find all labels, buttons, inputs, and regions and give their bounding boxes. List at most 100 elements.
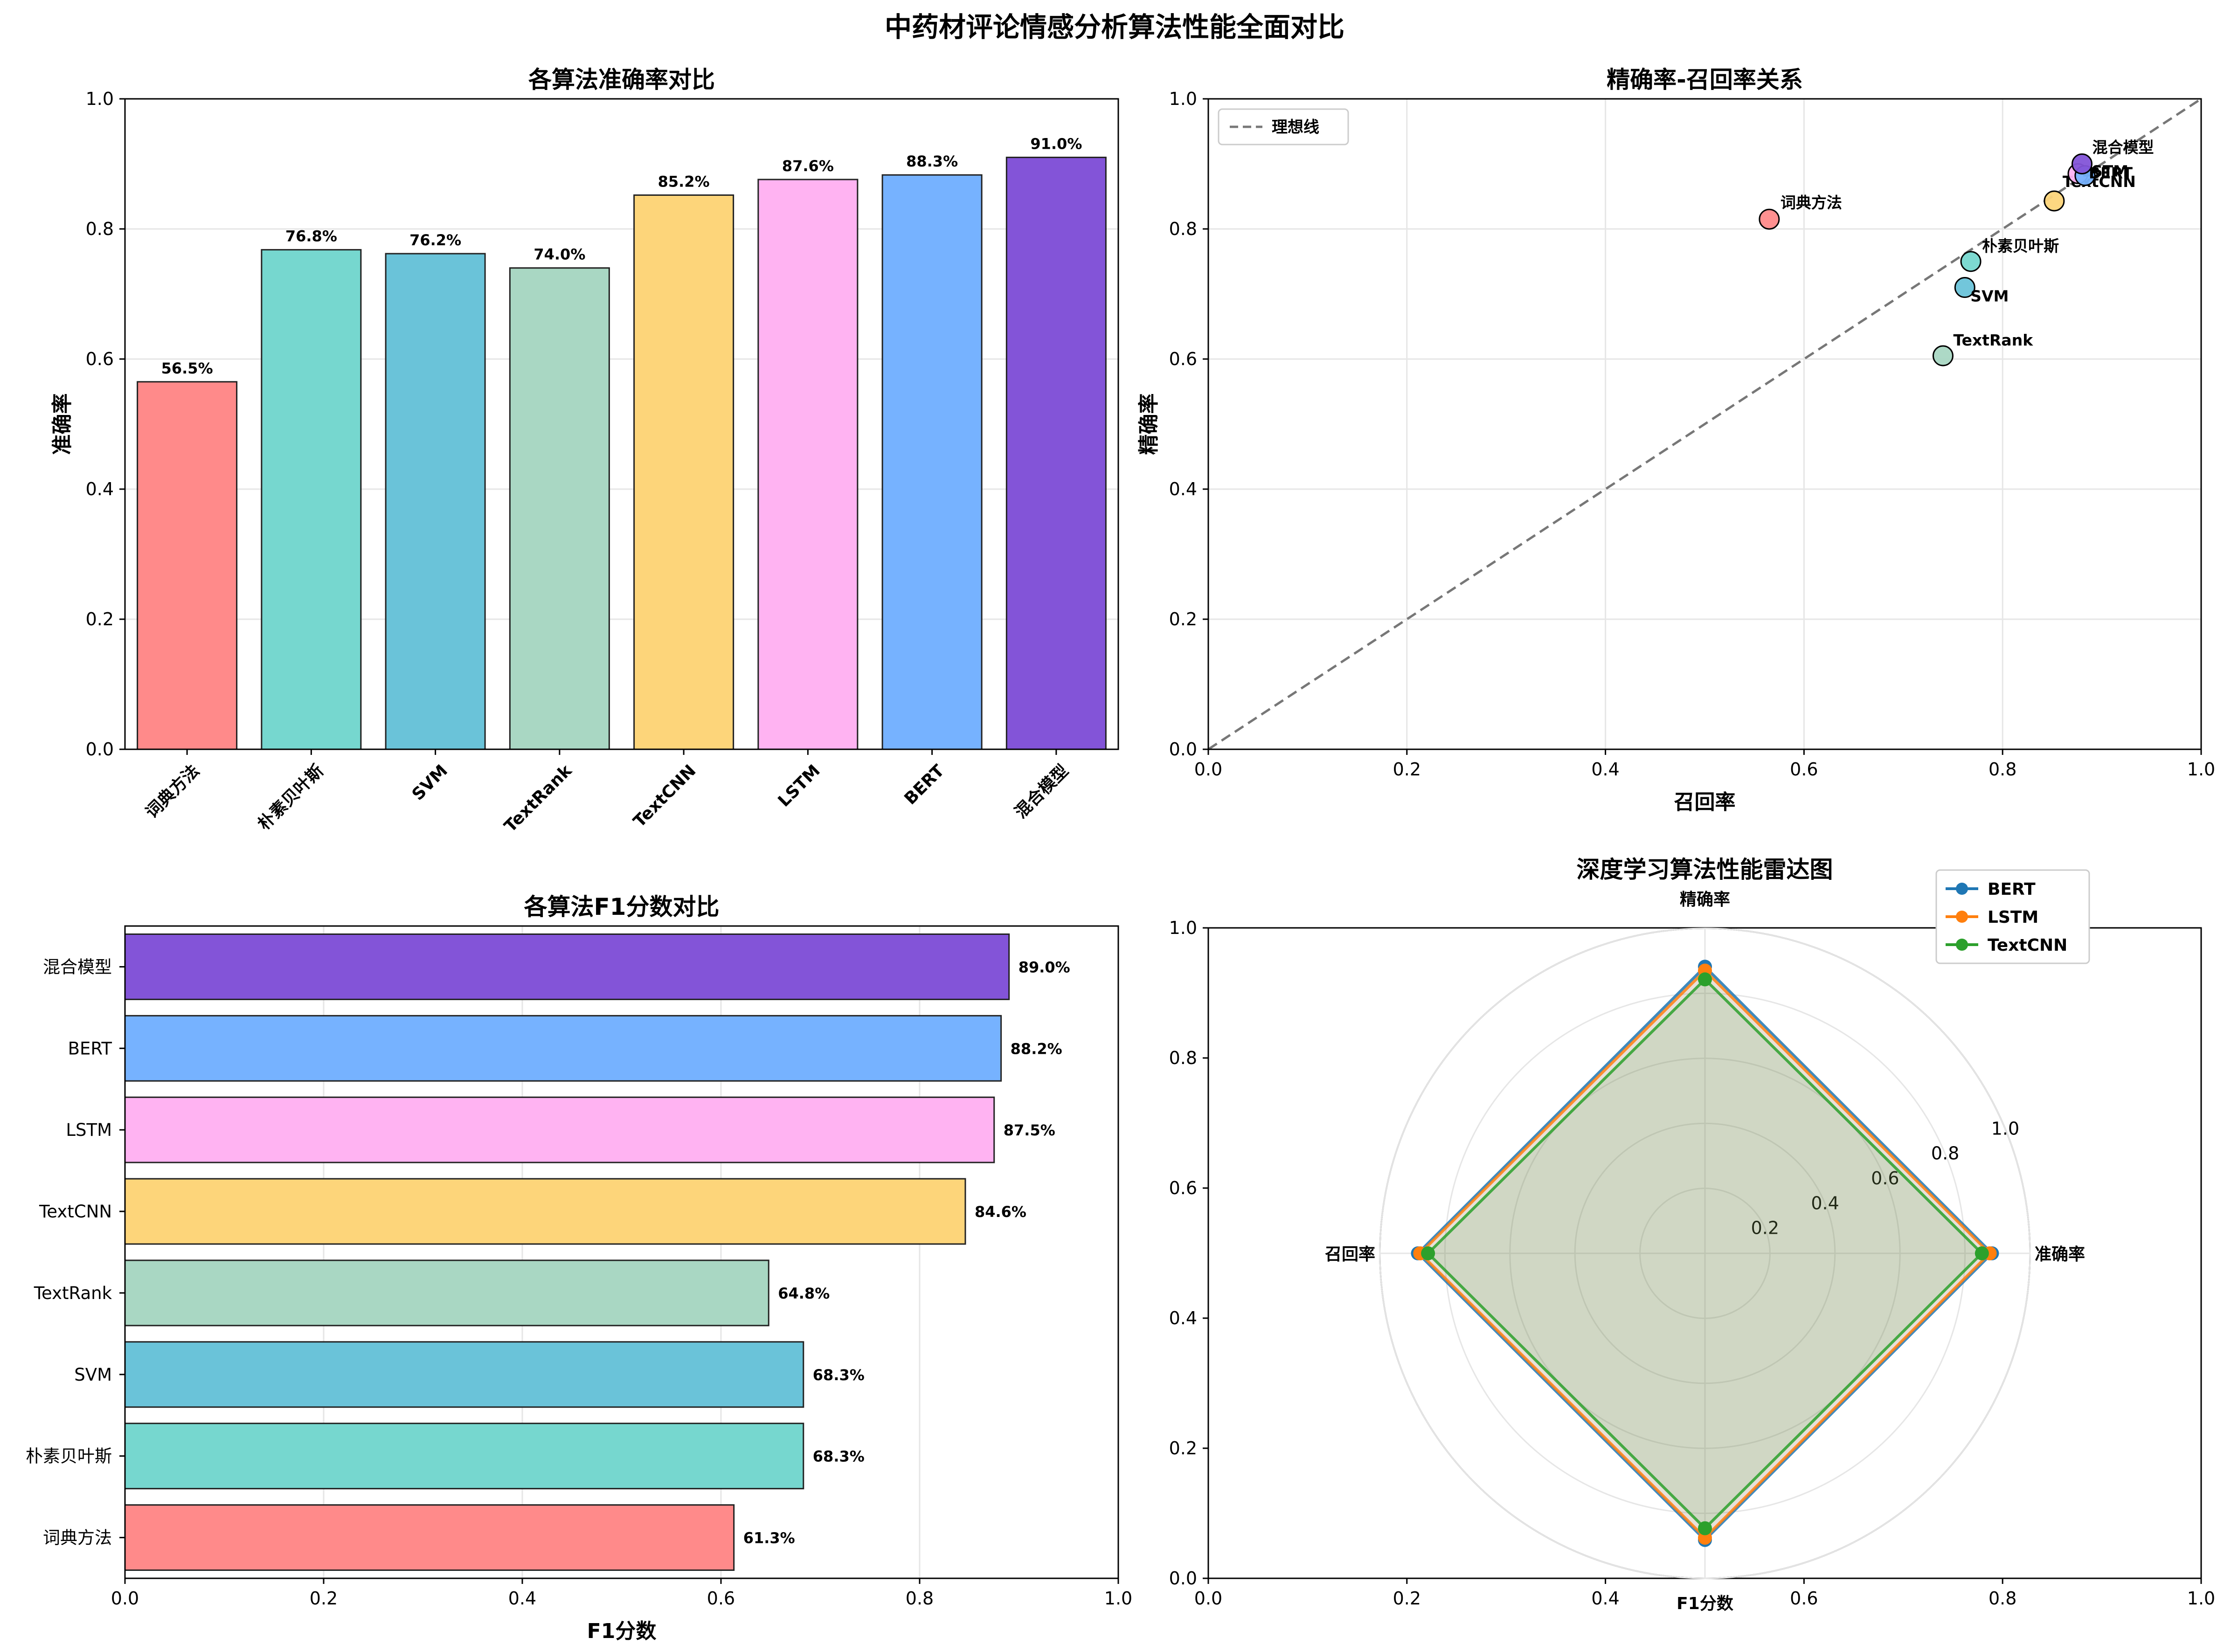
- y-tick-label: 0.8: [86, 219, 114, 239]
- legend-box: [1935, 869, 2090, 964]
- point-label: TextRank: [1953, 331, 2033, 349]
- legend-marker: [1956, 883, 1968, 895]
- x-tick-label: 0.6: [1790, 759, 1818, 780]
- bar-value-label: 61.3%: [743, 1529, 795, 1547]
- bar-value-label: 85.2%: [658, 173, 710, 190]
- bar-value-label: 74.0%: [533, 246, 585, 263]
- bar: [124, 1015, 1002, 1082]
- x-axis-label: 召回率: [1674, 790, 1736, 814]
- bar: [881, 174, 983, 750]
- bar: [757, 179, 859, 750]
- scatter-point: [1759, 208, 1780, 230]
- bar: [124, 1259, 769, 1327]
- y-tick-label: TextRank: [34, 1283, 112, 1303]
- x-tick-label: 0.8: [906, 1588, 934, 1609]
- point-label: BERT: [2089, 164, 2133, 182]
- y-tick-label: 0.0: [86, 739, 114, 760]
- bar: [124, 1341, 804, 1408]
- bar-value-label: 56.5%: [161, 359, 213, 377]
- point-label: SVM: [1970, 287, 2009, 305]
- bar-value-label: 84.6%: [975, 1203, 1026, 1221]
- y-axis-label: 准确率: [50, 394, 74, 455]
- radar-point: [1975, 1246, 1989, 1260]
- f1-horizontal-bar-chart: 61.3% 词典方法 68.3% 朴素贝叶斯 68.3% SVM 64.8% TextRank…: [26, 893, 1132, 1643]
- legend: BERT LSTM TextCNN: [1935, 869, 2090, 964]
- bar-value-label: 64.8%: [778, 1285, 830, 1302]
- bar: [124, 933, 1010, 1000]
- x-tick-label: 0.8: [1988, 1588, 2016, 1609]
- radial-tick-label: 0.4: [1811, 1193, 1839, 1213]
- panel-title: 各算法准确率对比: [528, 66, 715, 93]
- x-tick-label: 0.4: [1591, 1588, 1619, 1609]
- y-tick-label: 0.6: [1169, 349, 1197, 369]
- legend-marker: [1956, 939, 1968, 951]
- axes-frame: [124, 925, 1119, 1579]
- radial-tick-label: 0.6: [1871, 1168, 1899, 1189]
- scatter-point: [1960, 251, 1982, 272]
- x-tick-label: 0.8: [1988, 759, 2016, 780]
- radar-axis-label: 准确率: [2035, 1245, 2085, 1264]
- x-tick-label: 0.0: [111, 1588, 139, 1609]
- panel-title: 深度学习算法性能雷达图: [1577, 856, 1833, 883]
- radial-tick-label: 1.0: [1991, 1118, 2019, 1139]
- bar: [124, 1423, 804, 1490]
- scatter-point: [2072, 153, 2093, 174]
- x-tick-label: 0.6: [707, 1588, 735, 1609]
- y-tick-label: LSTM: [66, 1120, 112, 1140]
- point-label: 朴素贝叶斯: [1982, 237, 2059, 255]
- legend-box: [1218, 108, 1349, 145]
- x-tick-label: 0.2: [1393, 1588, 1421, 1609]
- y-tick-label: 0.4: [86, 479, 114, 499]
- x-tick-label: 0.2: [310, 1588, 338, 1609]
- radar-axis-label: F1分数: [1677, 1594, 1733, 1613]
- legend-label: LSTM: [1988, 908, 2038, 927]
- radar-axis-label: 精确率: [1680, 890, 1730, 909]
- scatter-point: [2044, 190, 2065, 212]
- y-tick-label: 0.8: [1169, 219, 1197, 239]
- radar-point: [1421, 1246, 1435, 1260]
- x-tick-label: 0.2: [1393, 759, 1421, 780]
- y-tick-label: 词典方法: [43, 1528, 112, 1548]
- y-tick-label: 0.4: [1169, 1308, 1197, 1328]
- x-tick-label: 1.0: [2187, 759, 2215, 780]
- x-tick-label: 0.0: [1194, 1588, 1222, 1609]
- bar: [1005, 157, 1107, 750]
- y-tick-label: BERT: [68, 1038, 112, 1058]
- radar-point: [1698, 972, 1712, 987]
- bar-value-label: 88.2%: [1011, 1040, 1062, 1058]
- bar-value-label: 89.0%: [1018, 958, 1070, 976]
- bar: [124, 1178, 966, 1245]
- y-tick-label: 0.6: [86, 349, 114, 369]
- x-axis-label: F1分数: [587, 1619, 657, 1643]
- precision-recall-scatter: 词典方法朴素贝叶斯SVMTextRankTextCNNLSTMBERT混合模型0…: [1137, 66, 2215, 814]
- bar: [137, 381, 238, 750]
- y-tick-label: 0.2: [86, 609, 114, 629]
- x-tick-label: 0.0: [1194, 759, 1222, 780]
- bar-value-label: 91.0%: [1030, 135, 1082, 153]
- radial-tick-label: 0.2: [1751, 1218, 1779, 1238]
- bar-value-label: 88.3%: [906, 152, 958, 170]
- bar-value-label: 68.3%: [813, 1366, 865, 1384]
- y-tick-label: SVM: [74, 1365, 112, 1385]
- y-tick-label: 0.2: [1169, 1438, 1197, 1458]
- y-tick-label: TextCNN: [39, 1202, 112, 1222]
- y-tick-label: 朴素贝叶斯: [26, 1446, 112, 1466]
- bar: [261, 249, 362, 750]
- figure-title: 中药材评论情感分析算法性能全面对比: [885, 11, 1344, 43]
- y-tick-label: 0.0: [1169, 739, 1197, 760]
- scatter-point: [1932, 345, 1954, 366]
- bar: [509, 267, 610, 750]
- y-tick-label: 0.2: [1169, 609, 1197, 629]
- legend-label: BERT: [1988, 880, 2036, 899]
- x-tick-label: 1.0: [2187, 1588, 2215, 1609]
- x-tick-label: 1.0: [1104, 1588, 1132, 1609]
- legend-marker: [1956, 911, 1968, 923]
- ideal-line: [1207, 97, 2202, 751]
- y-tick-label: 1.0: [1169, 918, 1197, 938]
- point-label: 混合模型: [2092, 138, 2154, 157]
- legend: 理想线: [1218, 108, 1349, 145]
- bar-value-label: 76.2%: [409, 231, 461, 249]
- bar-value-label: 87.6%: [782, 157, 834, 175]
- y-tick-label: 混合模型: [43, 957, 112, 977]
